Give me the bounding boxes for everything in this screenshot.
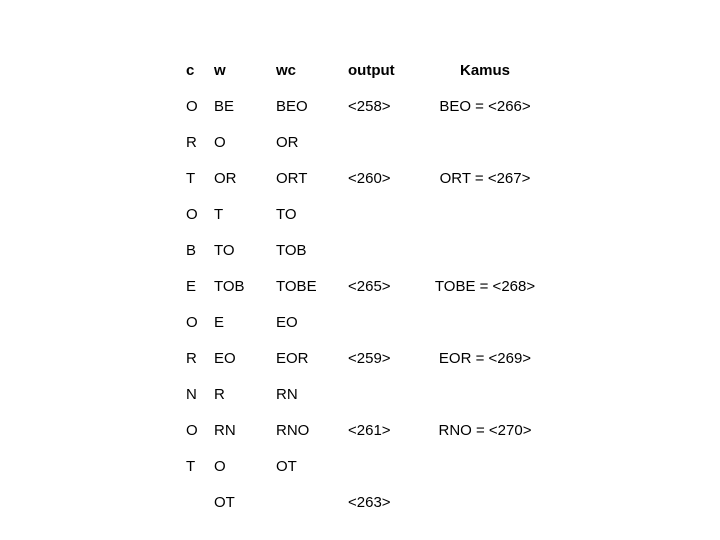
cell-kamus: [420, 484, 550, 520]
table-row: R EO EOR <259> EOR = <269>: [186, 340, 550, 376]
header-row: c w wc output Kamus: [186, 52, 550, 88]
cell-w: E: [214, 304, 276, 340]
cell-output: [348, 304, 420, 340]
cell-wc: TO: [276, 196, 348, 232]
cell-kamus: [420, 232, 550, 268]
cell-kamus: TOBE = <268>: [420, 268, 550, 304]
cell-wc: BEO: [276, 88, 348, 124]
cell-c: R: [186, 124, 214, 160]
cell-c: B: [186, 232, 214, 268]
cell-output: <265>: [348, 268, 420, 304]
header-wc: wc: [276, 52, 348, 88]
cell-output: [348, 196, 420, 232]
lzw-table: c w wc output Kamus O BE BEO <258> BEO =…: [186, 52, 550, 520]
cell-wc: ORT: [276, 160, 348, 196]
cell-output: [348, 232, 420, 268]
cell-kamus: [420, 376, 550, 412]
cell-w: O: [214, 124, 276, 160]
cell-kamus: [420, 448, 550, 484]
cell-c: O: [186, 412, 214, 448]
cell-output: <258>: [348, 88, 420, 124]
cell-c: O: [186, 196, 214, 232]
cell-kamus: RNO = <270>: [420, 412, 550, 448]
table-row: O E EO: [186, 304, 550, 340]
table-row: OT <263>: [186, 484, 550, 520]
cell-kamus: [420, 196, 550, 232]
cell-w: EO: [214, 340, 276, 376]
cell-kamus: [420, 124, 550, 160]
table-row: N R RN: [186, 376, 550, 412]
cell-c: T: [186, 160, 214, 196]
header-output: output: [348, 52, 420, 88]
cell-wc: TOBE: [276, 268, 348, 304]
cell-c: R: [186, 340, 214, 376]
cell-output: <260>: [348, 160, 420, 196]
table-row: T OR ORT <260> ORT = <267>: [186, 160, 550, 196]
cell-w: OT: [214, 484, 276, 520]
cell-c: [186, 484, 214, 520]
cell-kamus: ORT = <267>: [420, 160, 550, 196]
cell-w: O: [214, 448, 276, 484]
cell-output: [348, 448, 420, 484]
cell-w: OR: [214, 160, 276, 196]
cell-w: TOB: [214, 268, 276, 304]
cell-w: RN: [214, 412, 276, 448]
cell-w: R: [214, 376, 276, 412]
cell-w: T: [214, 196, 276, 232]
cell-c: O: [186, 304, 214, 340]
table-row: O RN RNO <261> RNO = <270>: [186, 412, 550, 448]
table-row: R O OR: [186, 124, 550, 160]
table-row: B TO TOB: [186, 232, 550, 268]
header-kamus: Kamus: [420, 52, 550, 88]
cell-wc: OT: [276, 448, 348, 484]
table-row: E TOB TOBE <265> TOBE = <268>: [186, 268, 550, 304]
cell-c: T: [186, 448, 214, 484]
cell-kamus: [420, 304, 550, 340]
cell-output: [348, 124, 420, 160]
cell-wc: EOR: [276, 340, 348, 376]
cell-wc: [276, 484, 348, 520]
cell-wc: RNO: [276, 412, 348, 448]
table-row: T O OT: [186, 448, 550, 484]
cell-wc: TOB: [276, 232, 348, 268]
cell-c: O: [186, 88, 214, 124]
table-container: c w wc output Kamus O BE BEO <258> BEO =…: [0, 0, 720, 520]
cell-w: TO: [214, 232, 276, 268]
cell-c: N: [186, 376, 214, 412]
cell-output: <261>: [348, 412, 420, 448]
cell-wc: EO: [276, 304, 348, 340]
table-row: O BE BEO <258> BEO = <266>: [186, 88, 550, 124]
cell-w: BE: [214, 88, 276, 124]
cell-kamus: EOR = <269>: [420, 340, 550, 376]
cell-output: <259>: [348, 340, 420, 376]
cell-wc: RN: [276, 376, 348, 412]
header-w: w: [214, 52, 276, 88]
cell-c: E: [186, 268, 214, 304]
table-row: O T TO: [186, 196, 550, 232]
cell-output: <263>: [348, 484, 420, 520]
header-c: c: [186, 52, 214, 88]
cell-wc: OR: [276, 124, 348, 160]
cell-kamus: BEO = <266>: [420, 88, 550, 124]
cell-output: [348, 376, 420, 412]
